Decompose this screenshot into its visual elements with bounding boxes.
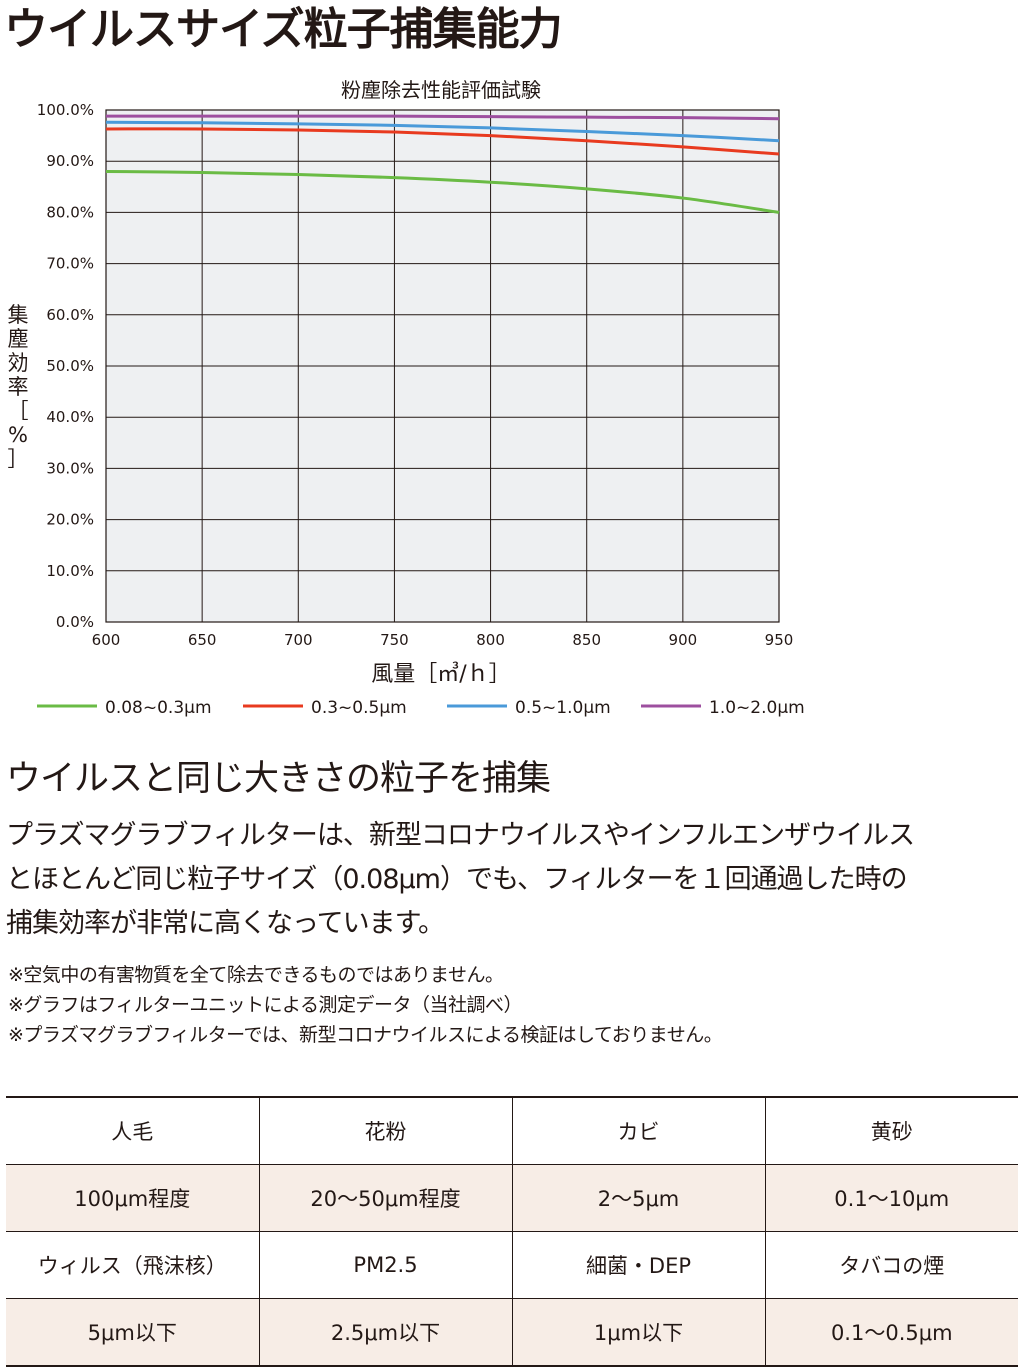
legend-label: 0.5~1.0μm <box>515 698 611 718</box>
x-tick-label: 650 <box>188 631 217 649</box>
page-title: ウイルスサイズ粒子捕集能力 <box>4 4 563 55</box>
table-cell: 1μm以下 <box>511 1298 766 1367</box>
y-tick-label: 70.0% <box>46 255 94 273</box>
table-cell: 0.1〜10μm <box>764 1164 1018 1232</box>
plot-area <box>105 109 780 623</box>
notes: ※空気中の有害物質を全て除去できるものではありません。 ※グラフはフィルターユニ… <box>8 960 723 1050</box>
series-line <box>105 169 780 214</box>
table-cell: PM2.5 <box>258 1231 513 1299</box>
series-line <box>105 120 780 143</box>
section-heading: ウイルスと同じ大きさの粒子を捕集 <box>6 759 551 799</box>
y-tick-label: 60.0% <box>46 306 94 324</box>
y-tick-label: 10.0% <box>46 562 94 580</box>
y-tick-label: 80.0% <box>46 203 94 221</box>
description-line: 捕集効率が非常に高くなっています。 <box>6 908 445 939</box>
table-cell: 花粉 <box>258 1096 513 1165</box>
y-axis-label-char: 集 <box>8 303 29 327</box>
legend-label: 0.08~0.3μm <box>105 698 212 718</box>
series-line <box>105 114 780 121</box>
description-line: とほとんど同じ粒子サイズ（0.08μm）でも、フィルターを１回通過した時の <box>6 864 908 895</box>
table-cell: 0.1〜0.5μm <box>764 1298 1018 1367</box>
svg-text:集塵効率［%］: 集塵効率［%］ <box>8 303 29 471</box>
table-cell: 100μm程度 <box>6 1164 260 1232</box>
note-line: ※グラフはフィルターユニットによる測定データ（当社調べ） <box>8 994 522 1016</box>
y-tick-label: 20.0% <box>46 511 94 529</box>
plot-frame <box>105 109 780 623</box>
description-text: プラズマグラブフィルターは、新型コロナウイルスやインフルエンザウイルス とほとん… <box>6 814 1026 946</box>
x-tick-label: 850 <box>572 631 601 649</box>
y-tick-label: 90.0% <box>46 152 94 170</box>
x-tick-label: 900 <box>669 631 698 649</box>
table-cell: 20〜50μm程度 <box>258 1164 513 1232</box>
chart-title: 粉塵除去性能評価試験 <box>341 78 541 102</box>
table-cell: 2〜5μm <box>511 1164 766 1232</box>
x-tick-label: 950 <box>765 631 794 649</box>
table-row: 5μm以下 2.5μm以下 1μm以下 0.1〜0.5μm <box>6 1298 1018 1367</box>
x-tick-label: 600 <box>92 631 121 649</box>
table-cell: 5μm以下 <box>6 1298 260 1367</box>
note-line: ※空気中の有害物質を全て除去できるものではありません。 <box>8 964 504 986</box>
y-tick-label: 40.0% <box>46 408 94 426</box>
y-tick-label: 50.0% <box>46 357 94 375</box>
table-row: 100μm程度 20〜50μm程度 2〜5μm 0.1〜10μm <box>6 1164 1018 1232</box>
description-line: プラズマグラブフィルターは、新型コロナウイルスやインフルエンザウイルス <box>6 820 915 851</box>
table-cell: 2.5μm以下 <box>258 1298 513 1367</box>
series-lines <box>105 114 780 214</box>
y-axis-label-char: 率 <box>8 375 29 399</box>
y-axis-label-char: % <box>8 423 28 447</box>
table-cell: カビ <box>511 1096 766 1165</box>
y-tick-label: 0.0% <box>56 613 94 631</box>
y-axis-label-char: 塵 <box>8 327 29 351</box>
y-axis-label-char: ］ <box>8 447 29 471</box>
particle-size-table: 人毛 花粉 カビ 黄砂 100μm程度 20〜50μm程度 2〜5μm 0.1〜… <box>6 1096 1018 1367</box>
table-cell: ウィルス（飛沫核） <box>6 1231 260 1299</box>
table-cell: 細菌・DEP <box>511 1231 766 1299</box>
table-row: 人毛 花粉 カビ 黄砂 <box>6 1096 1018 1165</box>
x-axis-ticks: 600 650 700 750 800 850 900 950 <box>92 631 794 649</box>
x-tick-label: 700 <box>284 631 313 649</box>
table-cell: 人毛 <box>6 1096 260 1165</box>
y-tick-label: 30.0% <box>46 459 94 477</box>
legend-label: 1.0~2.0μm <box>709 698 805 718</box>
x-tick-label: 800 <box>476 631 505 649</box>
note-line: ※プラズマグラブフィルターでは、新型コロナウイルスによる検証はしておりません。 <box>8 1024 723 1046</box>
y-axis-label-char: ［ <box>8 399 29 423</box>
efficiency-line-chart: 粉塵除去性能評価試験 0.0% 10.0% 20.0% 30.0% 40.0% 50.0%… <box>8 78 805 718</box>
table-row: ウィルス（飛沫核） PM2.5 細菌・DEP タバコの煙 <box>6 1231 1018 1299</box>
y-tick-label: 100.0% <box>37 101 94 119</box>
table-cell: タバコの煙 <box>764 1231 1018 1299</box>
y-axis-ticks: 0.0% 10.0% 20.0% 30.0% 40.0% 50.0% 60.0% 70.0% 8… <box>37 101 94 631</box>
table-cell: 黄砂 <box>764 1096 1018 1165</box>
y-axis-label-char: 効 <box>8 351 29 375</box>
x-axis-label: 風量［㎥/ｈ］ <box>371 661 510 687</box>
legend-label: 0.3~0.5μm <box>311 698 407 718</box>
x-tick-label: 750 <box>380 631 409 649</box>
series-line <box>105 127 780 156</box>
chart-legend: 0.08~0.3μm 0.3~0.5μm 0.5~1.0μm 1.0~2.0μm <box>37 698 805 718</box>
y-axis-label: 集塵効率［%］ <box>8 303 29 471</box>
